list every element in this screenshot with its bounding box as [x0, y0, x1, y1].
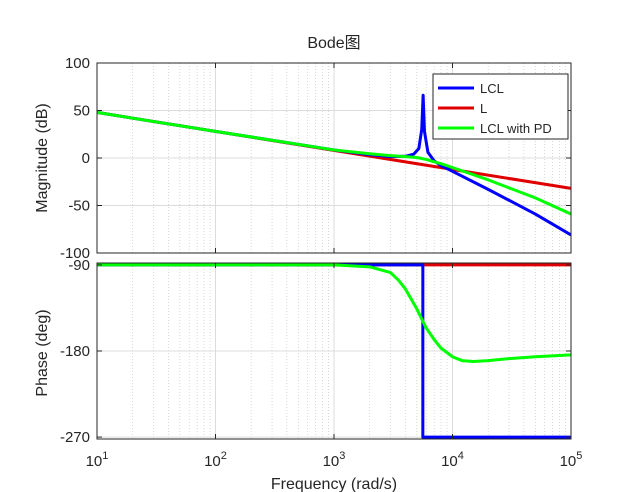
legend-label-lcl: LCL — [480, 81, 504, 96]
phase-ytick-label: -180 — [60, 343, 90, 360]
x-tick-label: 102 — [204, 450, 227, 470]
magnitude-ytick-label: 50 — [73, 103, 90, 120]
magnitude-axes: 100 50 0 -50 -100 Magnitude (dB) LCL L LCL w… — [34, 55, 572, 262]
magnitude-series — [96, 93, 572, 237]
phase-ylabel: Phase (deg) — [34, 309, 51, 396]
magnitude-ytick-label: 100 — [65, 55, 90, 72]
x-axis-label: Frequency (rad/s) — [271, 476, 397, 492]
phase-y-ticks: -90 -180 -270 — [60, 257, 571, 446]
magnitude-ytick-label: 0 — [82, 150, 90, 167]
x-tick-label: 103 — [323, 450, 346, 470]
x-ticks: 101 102 103 104 105 — [86, 63, 583, 470]
x-tick-label: 105 — [560, 450, 583, 470]
magnitude-ytick-label: -50 — [68, 198, 90, 215]
x-tick-label: 104 — [441, 450, 464, 470]
magnitude-ytick-label: -100 — [60, 245, 90, 262]
chart-title: Bode图 — [307, 35, 360, 52]
phase-axes: -90 -180 -270 Phase (deg) — [34, 257, 572, 446]
phase-ytick-label: -270 — [60, 429, 90, 446]
legend-label-lcl-with-pd: LCL with PD — [480, 121, 552, 136]
magnitude-y-ticks: 100 50 0 -50 -100 — [60, 55, 571, 262]
legend-label-l: L — [480, 101, 487, 116]
phase-ytick-label: -90 — [68, 257, 90, 274]
x-tick-label: 101 — [86, 450, 109, 470]
magnitude-ylabel: Magnitude (dB) — [34, 103, 51, 212]
phase-series-lcl-with-pd — [97, 263, 572, 364]
legend: LCL L LCL with PD — [432, 73, 569, 140]
magnitude-series-lcl-with-pd — [96, 110, 572, 216]
